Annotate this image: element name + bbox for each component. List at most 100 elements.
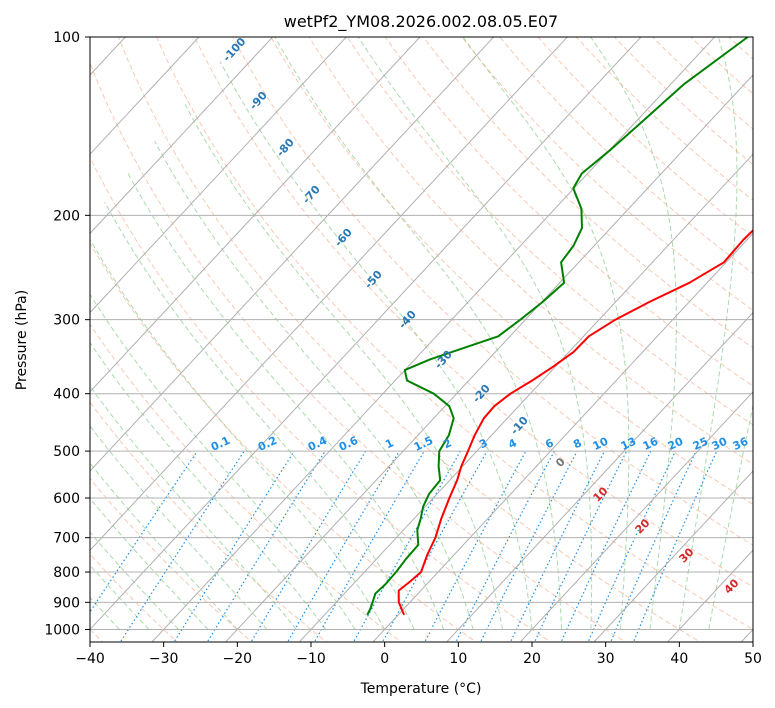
x-axis-ticks: −40 −30 −20 −10 0 10 20 30 40 50	[75, 642, 762, 667]
moist-adiabat-line	[219, 61, 533, 630]
mixing-ratio-line	[587, 450, 677, 642]
mixing-ratio-label: 30	[710, 435, 730, 453]
moist-adiabat-line	[90, 238, 386, 630]
dry-adiabats	[90, 37, 753, 642]
dry-adiabat-line	[270, 37, 753, 505]
y-tick-label: 600	[53, 491, 80, 507]
mixing-ratio-label: 20	[666, 435, 686, 453]
moist-adiabat-line	[274, 37, 562, 630]
moist-adiabat-line	[127, 173, 445, 630]
dry-adiabat-line	[346, 37, 753, 426]
dry-adiabat-line	[155, 37, 753, 631]
chart-title: wetPf2_YM08.2026.002.08.05.E07	[284, 12, 558, 32]
isotherm-line	[90, 37, 421, 393]
x-tick-label: −40	[75, 651, 105, 667]
dry-adiabat-line	[194, 37, 753, 588]
y-tick-label: 900	[53, 595, 80, 611]
moist-adiabat-line	[462, 37, 630, 630]
moist-adiabat-line	[184, 104, 503, 630]
mixing-ratio-label: 13	[619, 435, 638, 453]
mixing-ratio-label: 16	[641, 435, 661, 453]
isotherm-line	[90, 37, 347, 314]
isotherm-line	[593, 470, 753, 642]
isotherm-line	[519, 391, 753, 642]
x-tick-label: 50	[744, 651, 762, 667]
x-tick-label: −10	[296, 651, 326, 667]
dry-adiabat-line	[90, 401, 328, 642]
mixing-ratio-line	[286, 450, 400, 642]
dry-adiabat-line	[90, 323, 403, 642]
y-tick-label: 500	[53, 444, 80, 460]
moist-adiabat-line	[678, 37, 738, 630]
y-tick-label: 1000	[44, 622, 80, 638]
series-line-dewpoint	[366, 37, 749, 616]
moist-adiabat-line	[90, 462, 238, 630]
x-tick-label: 30	[597, 651, 615, 667]
moist-adiabat-line	[90, 531, 179, 630]
moist-adiabat-line	[708, 403, 753, 630]
isotherm-line	[90, 37, 642, 631]
dry-adiabat-line	[90, 242, 477, 642]
dry-adiabat-line	[384, 37, 753, 387]
y-tick-label: 100	[53, 30, 80, 46]
mixing-ratio-line	[381, 450, 488, 642]
plot-frame	[89, 36, 754, 643]
isotherm-line	[90, 37, 274, 235]
dry-adiabat-line	[90, 61, 627, 642]
mixing-ratio-line	[632, 450, 718, 642]
x-tick-label: 10	[449, 651, 467, 667]
moist-adiabat-line	[590, 37, 677, 630]
isotherm-line	[90, 37, 568, 551]
isobars	[90, 37, 753, 630]
mixing-ratio-line	[609, 450, 697, 642]
moist-adiabat-line	[357, 37, 593, 630]
dry-adiabat-line	[499, 37, 753, 274]
y-tick-label: 300	[53, 313, 80, 329]
x-axis-title: Temperature (°C)	[360, 681, 482, 697]
x-tick-label: 0	[380, 651, 389, 667]
isotherms	[90, 37, 753, 642]
isotherm-line	[90, 37, 495, 472]
mixing-ratio-line	[455, 450, 555, 642]
dry-adiabat-line	[117, 37, 702, 642]
mixing-ratio-lines	[90, 450, 718, 642]
moist-adiabat-line	[90, 341, 327, 630]
y-tick-label: 400	[53, 387, 80, 403]
x-tick-label: −20	[223, 651, 253, 667]
mixing-ratio-line	[479, 450, 578, 642]
moist-adiabat-line	[90, 425, 268, 630]
mixing-ratio-line	[250, 450, 367, 642]
mixing-ratio-line	[206, 450, 326, 642]
dry-adiabat-line	[575, 37, 753, 201]
isotherm-line	[372, 232, 753, 642]
moist-adiabat-line	[90, 497, 209, 630]
moist-adiabat-line	[90, 293, 356, 630]
y-tick-label: 700	[53, 531, 80, 547]
mixing-ratio-line	[352, 450, 461, 642]
dry-adiabat-line	[613, 37, 753, 166]
isotherm-line	[445, 311, 753, 642]
y-axis-ticks: 1000 900 800 700 600 500 400 300 200 100	[44, 30, 90, 638]
moist-adiabat-line	[154, 141, 474, 630]
x-tick-label: −30	[149, 651, 179, 667]
dry-adiabat-line	[308, 37, 753, 465]
isotherm-line	[90, 37, 200, 155]
mixing-ratio-line	[90, 450, 198, 613]
dry-adiabat-line	[232, 37, 753, 546]
mixing-ratio-line	[424, 450, 527, 642]
mixing-ratio-label: 10	[591, 435, 611, 453]
x-tick-label: 40	[670, 651, 688, 667]
series-line-temperature	[397, 228, 753, 616]
mixing-ratio-line	[313, 450, 425, 642]
y-tick-label: 800	[53, 565, 80, 581]
profile-lines	[366, 37, 753, 616]
x-tick-label: 20	[523, 651, 541, 667]
isotherm-line	[151, 37, 716, 642]
y-axis-title: Pressure (hPa)	[14, 290, 30, 390]
mixing-ratio-label: 25	[691, 435, 710, 453]
mixing-ratio-label: 36	[731, 435, 751, 453]
y-tick-label: 200	[53, 208, 80, 224]
moist-adiabat-line	[104, 201, 415, 630]
